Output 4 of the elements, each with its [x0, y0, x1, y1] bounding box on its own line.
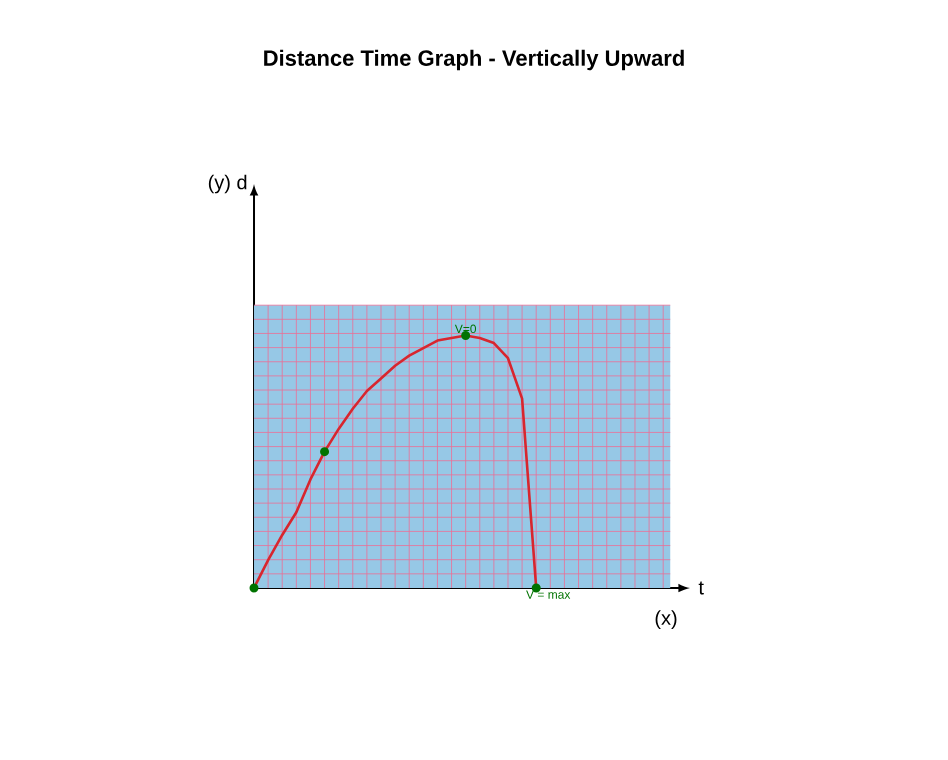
chart-title: Distance Time Graph - Vertically Upward — [264, 49, 684, 71]
text: (y) d — [208, 174, 247, 194]
text: t — [698, 581, 704, 595]
text: (x) — [655, 610, 677, 629]
